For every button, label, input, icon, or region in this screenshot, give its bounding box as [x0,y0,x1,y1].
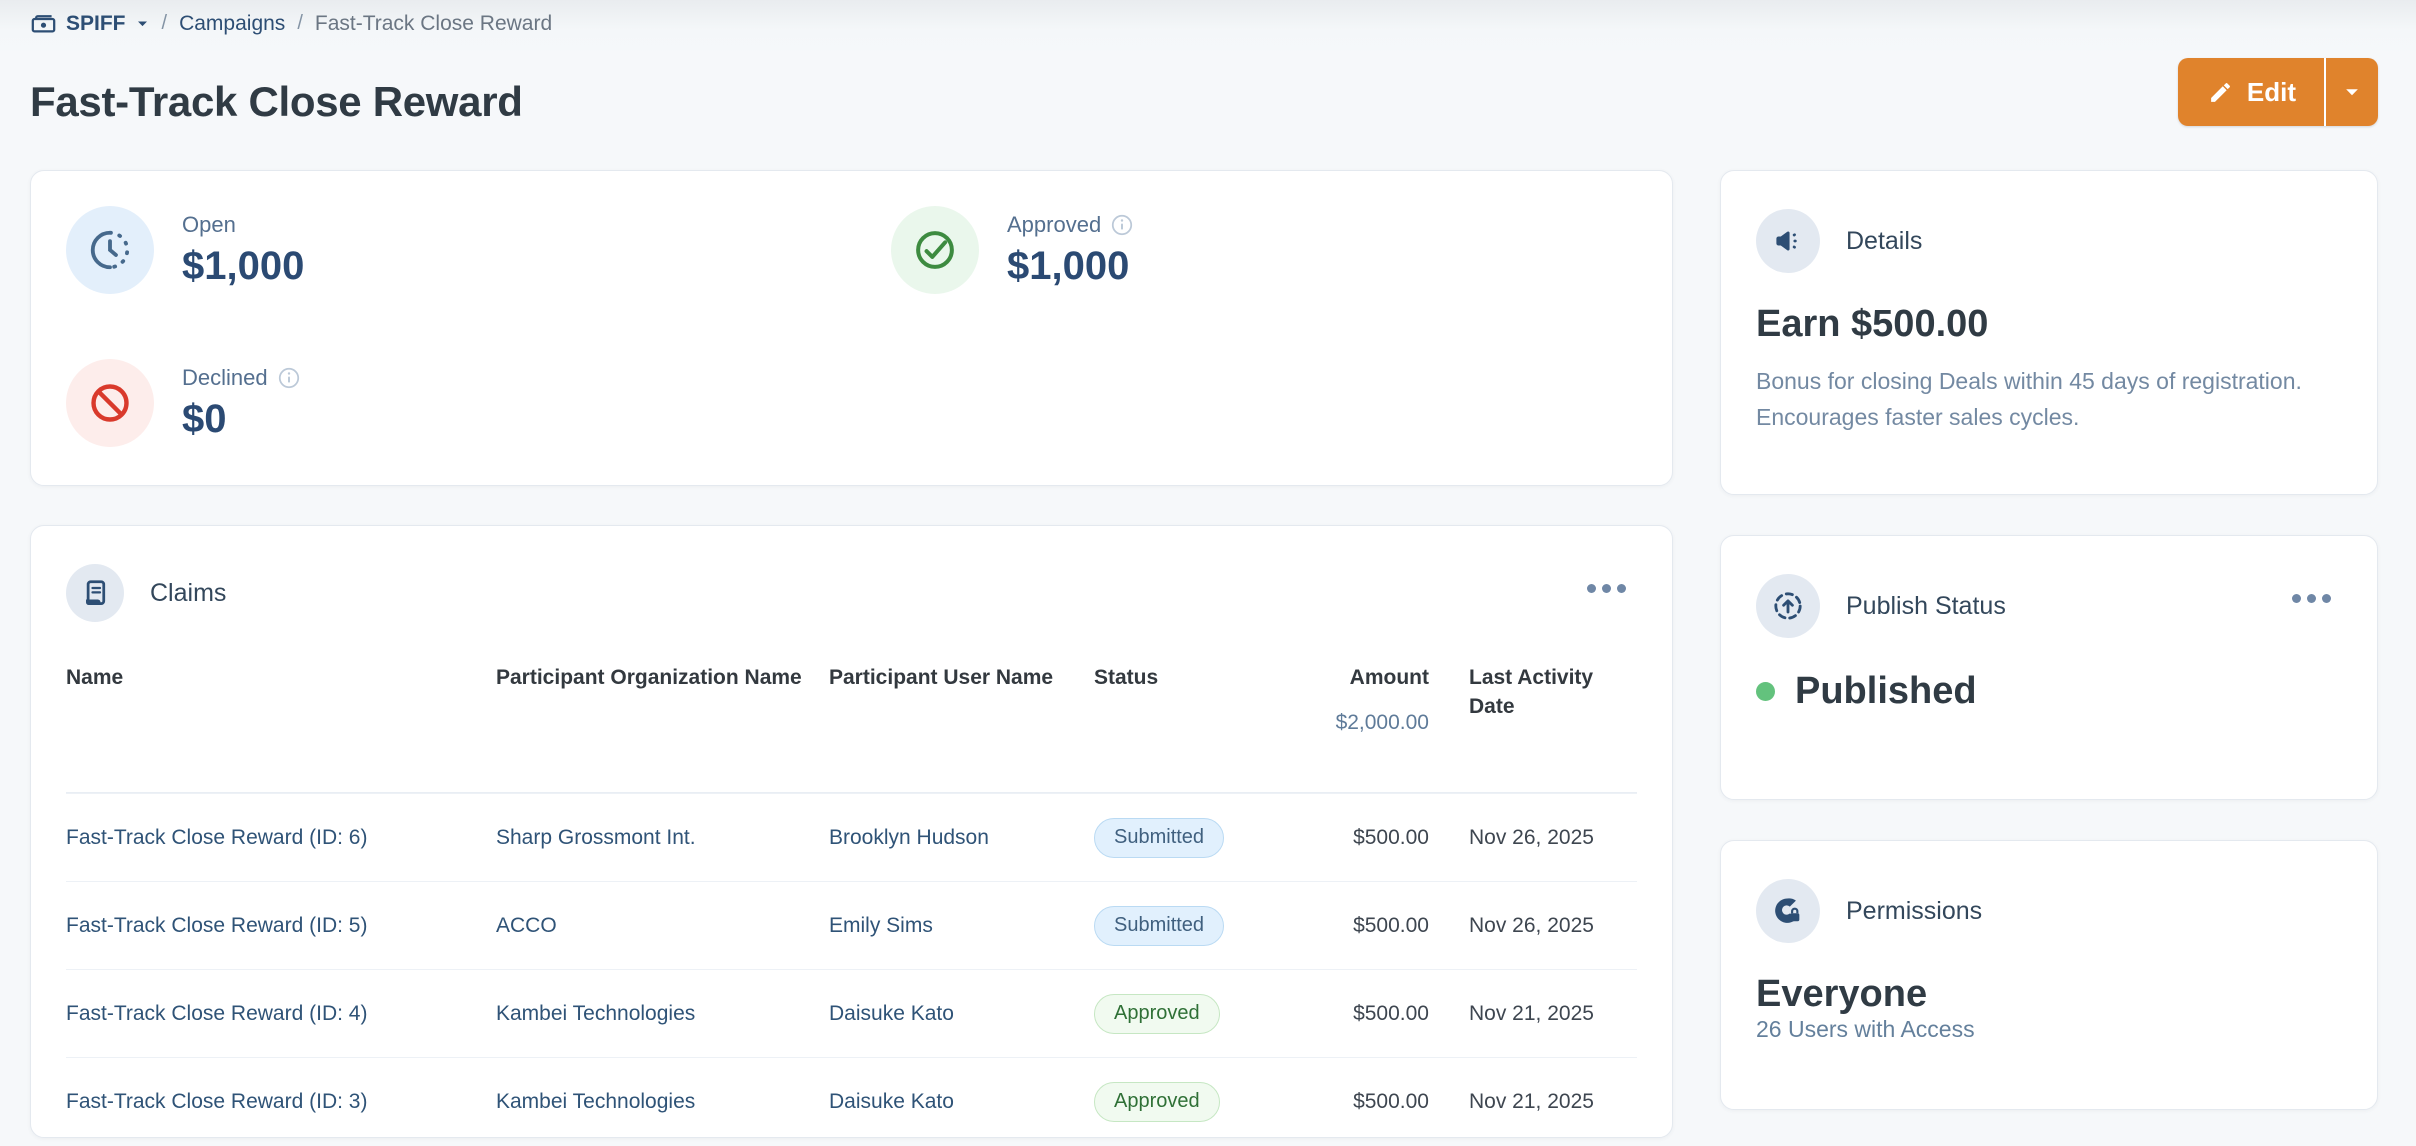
claims-card: Claims Name Participant Organization Nam… [30,525,1673,1138]
breadcrumb-campaigns-link[interactable]: Campaigns [179,11,286,35]
column-header-name: Name [66,666,124,689]
claim-org-link[interactable]: Kambei Technologies [496,1089,696,1113]
stat-open: Open $1,000 [66,206,891,294]
reward-heading: Earn $500.00 [1756,303,1989,345]
claim-user-link[interactable]: Emily Sims [829,913,933,937]
stat-declined: Declined $0 [66,359,891,447]
published-dot-icon [1756,682,1775,701]
details-card: Details Earn $500.00 Bonus for closing D… [1720,170,2378,495]
claims-table-header: Name Participant Organization Name Parti… [66,663,1637,793]
app-switcher[interactable]: SPIFF [30,10,150,37]
claim-name-link[interactable]: Fast-Track Close Reward (ID: 5) [66,913,368,937]
details-card-title: Details [1846,226,1923,255]
stat-approved: Approved $1,000 [891,206,1672,294]
users-with-access-link[interactable]: 26 Users with Access [1756,1016,1975,1042]
claim-amount: $500.00 [1353,825,1429,849]
permissions-card: Permissions Everyone 26 Users with Acces… [1720,840,2378,1110]
claim-date: Nov 26, 2025 [1469,825,1594,849]
permissions-card-title: Permissions [1846,896,1983,925]
reward-description: Bonus for closing Deals within 45 days o… [1756,368,2302,430]
permissions-lock-icon [1756,879,1820,943]
claim-name-link[interactable]: Fast-Track Close Reward (ID: 4) [66,1001,368,1025]
edit-button[interactable]: Edit [2177,58,2326,126]
permissions-heading: Everyone [1756,973,1928,1015]
claim-name-link[interactable]: Fast-Track Close Reward (ID: 3) [66,1089,368,1113]
stat-declined-value: $0 [182,396,227,441]
stat-declined-label: Declined [182,364,268,390]
banknote-icon [30,10,57,37]
status-badge: Approved [1094,993,1220,1034]
status-badge: Submitted [1094,817,1225,858]
table-row: Fast-Track Close Reward (ID: 6) Sharp Gr… [66,793,1637,881]
claims-menu-button[interactable] [1581,578,1632,599]
publish-status-value: Published [1756,670,2342,713]
edit-button-label: Edit [2246,76,2296,107]
clock-icon [66,206,154,294]
publish-status-card: Publish Status Published [1720,535,2378,800]
breadcrumb-separator: / [297,12,303,34]
stat-open-value: $1,000 [182,243,305,288]
claims-card-title: Claims [150,578,227,607]
claim-user-link[interactable]: Brooklyn Hudson [829,825,989,849]
column-header-last-activity: Last Activity Date [1469,666,1594,719]
claim-date: Nov 26, 2025 [1469,913,1594,937]
claim-user-link[interactable]: Daisuke Kato [829,1089,954,1113]
breadcrumb: SPIFF / Campaigns / Fast-Track Close Rew… [30,10,552,37]
table-row: Fast-Track Close Reward (ID: 5) ACCO Emi… [66,881,1637,969]
claim-amount: $500.00 [1353,1001,1429,1025]
publish-status-card-title: Publish Status [1846,591,2006,620]
claim-amount: $500.00 [1353,913,1429,937]
column-header-amount: Amount $2,000.00 [1284,663,1429,738]
edit-split-button: Edit [2177,58,2378,126]
column-header-user: Participant User Name [829,666,1054,689]
publish-icon [1756,574,1820,638]
info-icon[interactable] [1111,214,1133,236]
megaphone-icon [1756,209,1820,273]
chevron-down-icon [135,16,150,31]
claim-name-link[interactable]: Fast-Track Close Reward (ID: 6) [66,825,368,849]
publish-status-text: Published [1795,670,1977,712]
ledger-book-icon [66,564,124,622]
claim-org-link[interactable]: Kambei Technologies [496,1001,696,1025]
claim-amount: $500.00 [1353,1089,1429,1113]
page-title: Fast-Track Close Reward [30,78,523,126]
stat-approved-value: $1,000 [1007,243,1130,288]
publish-status-menu-button[interactable] [2286,588,2337,609]
table-row: Fast-Track Close Reward (ID: 3) Kambei T… [66,1057,1637,1137]
blocked-icon [66,359,154,447]
stat-open-label: Open [182,211,236,237]
status-badge: Submitted [1094,905,1225,946]
claim-org-link[interactable]: Sharp Grossmont Int. [496,825,696,849]
column-header-org: Participant Organization Name [496,666,802,689]
breadcrumb-separator: / [161,12,168,34]
claim-user-link[interactable]: Daisuke Kato [829,1001,954,1025]
claim-date: Nov 21, 2025 [1469,1001,1594,1025]
info-icon[interactable] [278,367,300,389]
stat-approved-label: Approved [1007,211,1102,237]
chevron-down-icon [2343,83,2361,101]
breadcrumb-current: Fast-Track Close Reward [314,11,553,35]
column-header-status: Status [1094,666,1159,689]
edit-dropdown-button[interactable] [2326,58,2378,126]
table-row: Fast-Track Close Reward (ID: 4) Kambei T… [66,969,1637,1057]
status-badge: Approved [1094,1081,1220,1122]
check-circle-icon [891,206,979,294]
claim-org-link[interactable]: ACCO [496,913,557,937]
claims-table: Name Participant Organization Name Parti… [31,663,1672,1137]
pencil-icon [2208,80,2233,105]
claim-stats-card: Open $1,000 Approved [30,170,1673,486]
claim-date: Nov 21, 2025 [1469,1089,1594,1113]
amount-total: $2,000.00 [1335,711,1429,735]
app-name: SPIFF [66,11,126,35]
